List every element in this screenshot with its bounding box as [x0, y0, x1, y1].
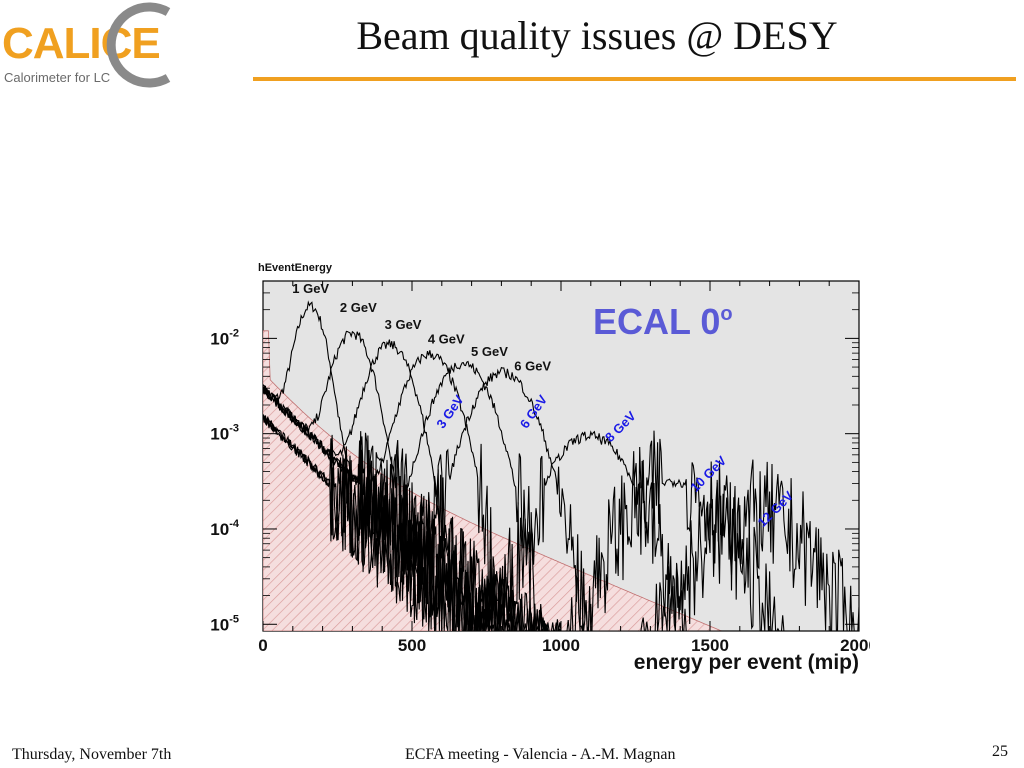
- watermark-superscript: o: [720, 303, 732, 325]
- series-label-0: 1 GeV: [292, 281, 329, 296]
- series-3-line: [263, 350, 859, 631]
- histogram-name: hEventEnergy: [258, 262, 333, 274]
- x-tick-label: 2000: [840, 636, 870, 655]
- series-label-1: 2 GeV: [340, 300, 377, 315]
- x-tick-label: 1000: [542, 636, 580, 655]
- series-2-line: [263, 339, 859, 631]
- series-label-3: 4 GeV: [428, 332, 465, 347]
- logo-c-arc: [106, 2, 171, 88]
- series-4-line: [263, 360, 859, 631]
- title-rule: [253, 77, 1016, 81]
- series-0-line: [263, 300, 859, 631]
- y-tick-label: 10-2: [210, 327, 239, 348]
- watermark: ECAL 0o: [593, 301, 733, 342]
- series-5-line: [263, 366, 859, 631]
- x-tick-label: 500: [398, 636, 426, 655]
- series-label-4: 5 GeV: [471, 344, 508, 359]
- series-label-2: 3 GeV: [385, 317, 422, 332]
- logo-subtitle: Calorimeter for LC: [4, 70, 111, 85]
- y-tick-label: 10-5: [210, 613, 239, 634]
- footer-meeting: ECFA meeting - Valencia - A.-M. Magnan: [405, 746, 676, 763]
- series-label-5: 6 GeV: [514, 359, 551, 374]
- x-tick-label: 1500: [691, 636, 729, 655]
- calice-logo: CALICE: [2, 2, 171, 88]
- y-tick-label: 10-3: [210, 423, 239, 444]
- energy-histogram-chart: hEventEnergy 0 500 1000 1500 2000 10-2 10-3 10-…: [210, 262, 870, 674]
- page-number: 25: [992, 743, 1008, 760]
- series-8-line: [263, 415, 859, 631]
- y-tick-label: 10-4: [210, 518, 240, 539]
- logo-text: CALICE: [2, 19, 160, 68]
- slide-title: Beam quality issues @ DESY: [356, 13, 838, 58]
- footer-date: Thursday, November 7th: [12, 746, 172, 763]
- series-6-line: [263, 414, 859, 631]
- watermark-text: ECAL 0: [593, 301, 720, 342]
- series-1-line: [263, 330, 859, 631]
- x-tick-label: 0: [258, 636, 267, 655]
- x-axis-label: energy per event (mip): [634, 651, 859, 674]
